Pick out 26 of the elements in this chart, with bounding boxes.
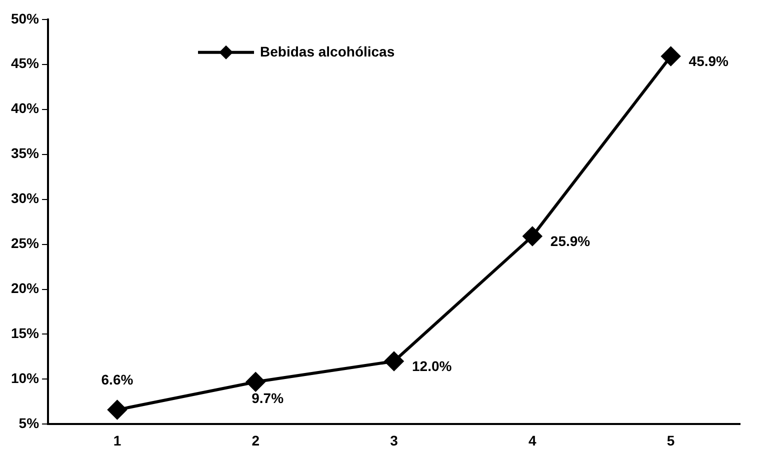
x-tick-label: 1	[113, 432, 122, 448]
data-label: 25.9%	[550, 233, 591, 250]
legend-label: Bebidas alcohólicas	[260, 43, 395, 60]
point	[661, 46, 680, 66]
point	[522, 226, 542, 246]
y-tick-label: 10%	[10, 370, 40, 386]
x-tick-label: 3	[390, 432, 398, 448]
data-label: 45.9%	[688, 53, 730, 70]
x-tick-label: 4	[528, 432, 537, 448]
y-tick-label: 5%	[18, 415, 40, 432]
x-tick-label: 2	[252, 432, 260, 448]
y-tick-label: 25%	[10, 235, 40, 252]
y-tick-label: 20%	[10, 280, 40, 296]
y-tick-label: 40%	[10, 100, 40, 116]
data-label: 9.7%	[252, 390, 284, 406]
y-tick-label: 15%	[10, 325, 40, 342]
y-tick-label: 30%	[10, 190, 40, 206]
point	[108, 400, 127, 420]
data-label: 6.6%	[101, 372, 134, 388]
y-tick-label: 45%	[10, 55, 40, 72]
y-tick-label: 50%	[10, 10, 40, 26]
point	[246, 372, 266, 392]
x-tick-label: 5	[666, 432, 675, 448]
point	[384, 352, 404, 371]
data-label: 12.0%	[412, 358, 452, 374]
y-tick-label: 35%	[10, 145, 40, 162]
